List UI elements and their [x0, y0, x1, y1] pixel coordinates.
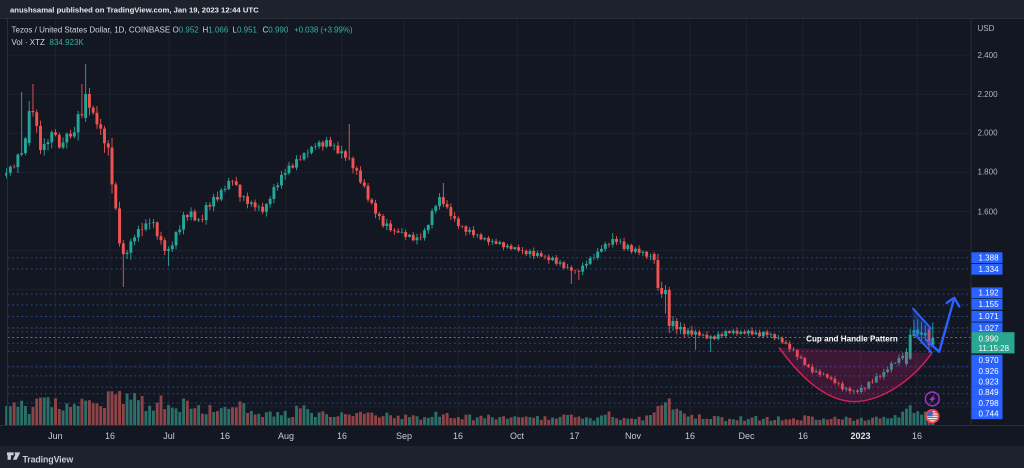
svg-text:0.923: 0.923	[979, 377, 1000, 386]
svg-text:16: 16	[453, 431, 463, 441]
svg-text:Dec: Dec	[738, 431, 755, 441]
svg-text:0.798: 0.798	[979, 399, 1000, 408]
svg-text:1.027: 1.027	[979, 324, 1000, 333]
svg-text:16: 16	[798, 431, 808, 441]
svg-text:TradingView: TradingView	[23, 454, 74, 464]
svg-text:Cup and Handle Pattern: Cup and Handle Pattern	[806, 335, 898, 344]
svg-text:USD: USD	[978, 24, 995, 33]
svg-text:0.744: 0.744	[979, 410, 1000, 419]
svg-text:0.970: 0.970	[979, 356, 1000, 365]
svg-text:16: 16	[337, 431, 347, 441]
svg-text:16: 16	[220, 431, 230, 441]
svg-text:0.926: 0.926	[979, 367, 1000, 376]
svg-text:H1.066: H1.066	[203, 25, 229, 34]
svg-text:L0.951: L0.951	[233, 25, 258, 34]
svg-text:1.800: 1.800	[978, 168, 999, 177]
svg-text:Aug: Aug	[278, 431, 294, 441]
svg-text:2.400: 2.400	[978, 51, 999, 60]
svg-text:anushsamal published on Tradin: anushsamal published on TradingView.com,…	[10, 6, 259, 15]
svg-text:Oct: Oct	[510, 431, 525, 441]
svg-text:834.923K: 834.923K	[50, 38, 85, 47]
svg-text:Nov: Nov	[625, 431, 642, 441]
svg-text:Vol · XTZ: Vol · XTZ	[12, 38, 45, 47]
svg-text:Tezos / United States Dollar,: Tezos / United States Dollar, 1D, COINBA…	[12, 25, 171, 34]
svg-text:16: 16	[912, 431, 922, 441]
svg-text:1.192: 1.192	[979, 289, 1000, 298]
svg-text:Jun: Jun	[48, 431, 63, 441]
svg-text:1.334: 1.334	[979, 265, 1000, 274]
svg-text:C0.990: C0.990	[263, 25, 289, 34]
svg-text:2.000: 2.000	[978, 129, 999, 138]
svg-text:1.600: 1.600	[978, 208, 999, 217]
svg-text:16: 16	[685, 431, 695, 441]
svg-text:2023: 2023	[850, 431, 870, 441]
svg-text:0.849: 0.849	[979, 388, 1000, 397]
svg-text:+0.038 (+3.99%): +0.038 (+3.99%)	[294, 25, 353, 34]
svg-text:1.155: 1.155	[979, 300, 1000, 309]
svg-text:16: 16	[105, 431, 115, 441]
svg-text:11:15:28: 11:15:28	[979, 344, 1010, 353]
svg-text:17: 17	[569, 431, 579, 441]
svg-text:Jul: Jul	[163, 431, 175, 441]
svg-text:2.200: 2.200	[978, 90, 999, 99]
svg-text:1.388: 1.388	[979, 254, 1000, 263]
svg-text:Sep: Sep	[396, 431, 412, 441]
svg-text:O0.952: O0.952	[173, 25, 200, 34]
svg-text:1.071: 1.071	[979, 312, 1000, 321]
svg-text:0.990: 0.990	[979, 334, 1000, 343]
